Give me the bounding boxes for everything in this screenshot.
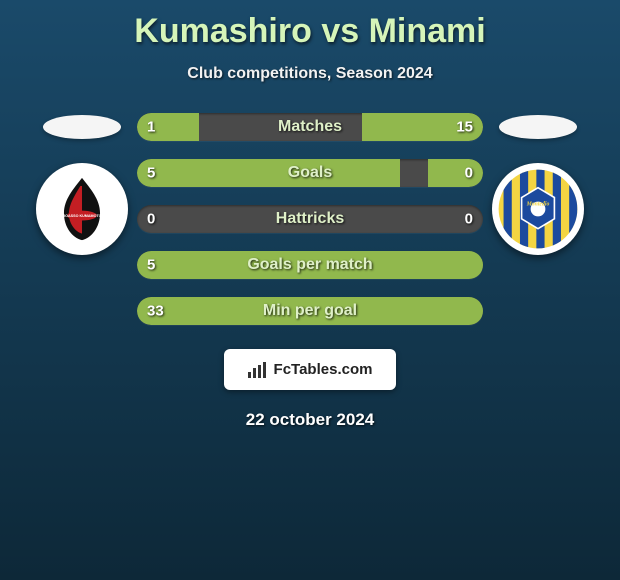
page-title: Kumashiro vs Minami [0, 12, 620, 51]
stat-bar: 5 Goals per match [137, 251, 483, 279]
left-club-badge: ROASSO KUMAMOTO [36, 163, 128, 255]
stat-bar: 5 Goals 0 [137, 159, 483, 187]
stat-value-right: 0 [465, 211, 473, 228]
stat-fill-right [428, 159, 483, 187]
svg-text:ROASSO KUMAMOTO: ROASSO KUMAMOTO [62, 214, 101, 218]
brand-text: FcTables.com [274, 361, 373, 378]
svg-text:Montedio: Montedio [526, 202, 550, 208]
right-club-badge: Montedio [492, 163, 584, 255]
date-text: 22 october 2024 [0, 410, 620, 430]
left-player-col: ROASSO KUMAMOTO [27, 113, 137, 255]
stat-label: Goals [288, 164, 332, 182]
comparison-row: ROASSO KUMAMOTO 1 Matches 15 5 Goals 0 0 Hattri… [0, 113, 620, 325]
right-flag-icon [499, 115, 577, 139]
bar-chart-icon [248, 362, 268, 378]
stat-bar: 1 Matches 15 [137, 113, 483, 141]
stat-label: Min per goal [263, 302, 357, 320]
stat-value-left: 1 [147, 119, 155, 136]
stat-value-right: 15 [456, 119, 473, 136]
stat-label: Goals per match [247, 256, 372, 274]
stat-label: Hattricks [276, 210, 344, 228]
brand-badge[interactable]: FcTables.com [224, 349, 397, 390]
right-player-col: Montedio [483, 113, 593, 255]
stat-fill-left [137, 159, 400, 187]
subtitle: Club competitions, Season 2024 [0, 65, 620, 83]
stat-value-left: 33 [147, 303, 164, 320]
stat-value-left: 0 [147, 211, 155, 228]
stat-bar: 33 Min per goal [137, 297, 483, 325]
roasso-kumamoto-icon: ROASSO KUMAMOTO [41, 168, 123, 250]
stat-label: Matches [278, 118, 342, 136]
stat-value-right: 0 [465, 165, 473, 182]
left-flag-icon [43, 115, 121, 139]
stat-value-left: 5 [147, 165, 155, 182]
montedio-icon: Montedio [497, 168, 579, 250]
stat-bars: 1 Matches 15 5 Goals 0 0 Hattricks 0 5 Goals per m… [137, 113, 483, 325]
stat-bar: 0 Hattricks 0 [137, 205, 483, 233]
stat-value-left: 5 [147, 257, 155, 274]
